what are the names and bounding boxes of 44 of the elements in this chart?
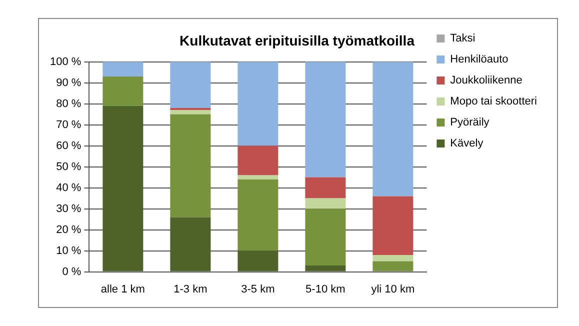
bar xyxy=(372,255,414,262)
bar xyxy=(238,146,278,176)
bar xyxy=(238,250,278,272)
bar xyxy=(372,62,414,196)
y-tick-label: 30 % xyxy=(56,202,82,215)
legend-label: Mopo tai skootteri xyxy=(450,96,538,108)
bar xyxy=(305,198,346,209)
y-tick-label: 20 % xyxy=(56,224,82,236)
x-tick-label: 3-5 km xyxy=(241,283,275,296)
bar xyxy=(372,261,414,272)
legend-label: Taksi xyxy=(450,32,476,45)
bar xyxy=(305,62,346,178)
bar xyxy=(170,114,211,218)
y-tick-label: 0 % xyxy=(62,266,82,278)
chart-title: Kulkutavat eripituisilla työmatkoilla xyxy=(180,32,415,48)
y-tick-label: 100 % xyxy=(50,56,82,68)
legend-label: Henkilöauto xyxy=(450,54,508,66)
x-tick-label: alle 1 km xyxy=(100,283,145,296)
legend-label: Kävely xyxy=(450,138,484,150)
bar xyxy=(305,266,346,272)
x-tick-label: 5-10 km xyxy=(306,283,346,296)
bar xyxy=(372,196,414,255)
bar xyxy=(305,208,346,266)
y-tick-label: 90 % xyxy=(56,76,82,89)
legend-label: Joukkoliikenne xyxy=(450,74,522,87)
bar xyxy=(238,62,278,146)
y-tick-label: 50 % xyxy=(56,160,82,173)
bar xyxy=(238,179,278,251)
x-tick-label: 1-3 km xyxy=(174,283,208,296)
y-tick-label: 60 % xyxy=(56,140,82,152)
bar xyxy=(305,177,346,198)
legend-label: Pyöräily xyxy=(450,116,490,129)
bar xyxy=(170,110,211,114)
y-tick-label: 40 % xyxy=(56,182,82,194)
bar xyxy=(102,76,144,106)
y-tick-label: 80 % xyxy=(56,98,82,110)
bar xyxy=(238,175,278,180)
y-tick-label: 10 % xyxy=(56,244,82,257)
x-tick-label: yli 10 km xyxy=(371,283,415,296)
bar xyxy=(170,62,211,108)
bar xyxy=(102,62,144,76)
bar xyxy=(102,106,144,272)
bar xyxy=(170,217,211,272)
y-tick-label: 70 % xyxy=(56,118,82,131)
